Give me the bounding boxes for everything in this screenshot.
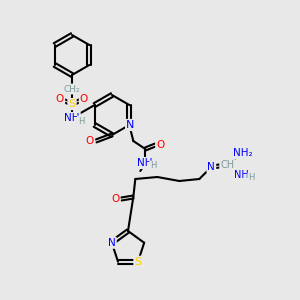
- Text: H: H: [78, 116, 84, 125]
- Text: NH: NH: [234, 170, 249, 180]
- Text: S: S: [68, 99, 76, 109]
- Text: N: N: [126, 120, 134, 130]
- Text: N: N: [108, 238, 116, 248]
- Text: O: O: [80, 94, 88, 104]
- Text: H: H: [248, 173, 254, 182]
- Text: O: O: [156, 140, 164, 150]
- Text: O: O: [86, 136, 94, 146]
- Text: CH: CH: [220, 160, 234, 170]
- Text: S: S: [134, 257, 142, 267]
- Text: O: O: [56, 94, 64, 104]
- Text: NH: NH: [64, 113, 80, 123]
- Text: NH: NH: [136, 158, 152, 168]
- Text: H: H: [150, 161, 157, 170]
- Text: O: O: [111, 194, 119, 204]
- Text: CH₂: CH₂: [64, 85, 80, 94]
- Text: N: N: [207, 162, 215, 172]
- Text: NH₂: NH₂: [232, 148, 252, 158]
